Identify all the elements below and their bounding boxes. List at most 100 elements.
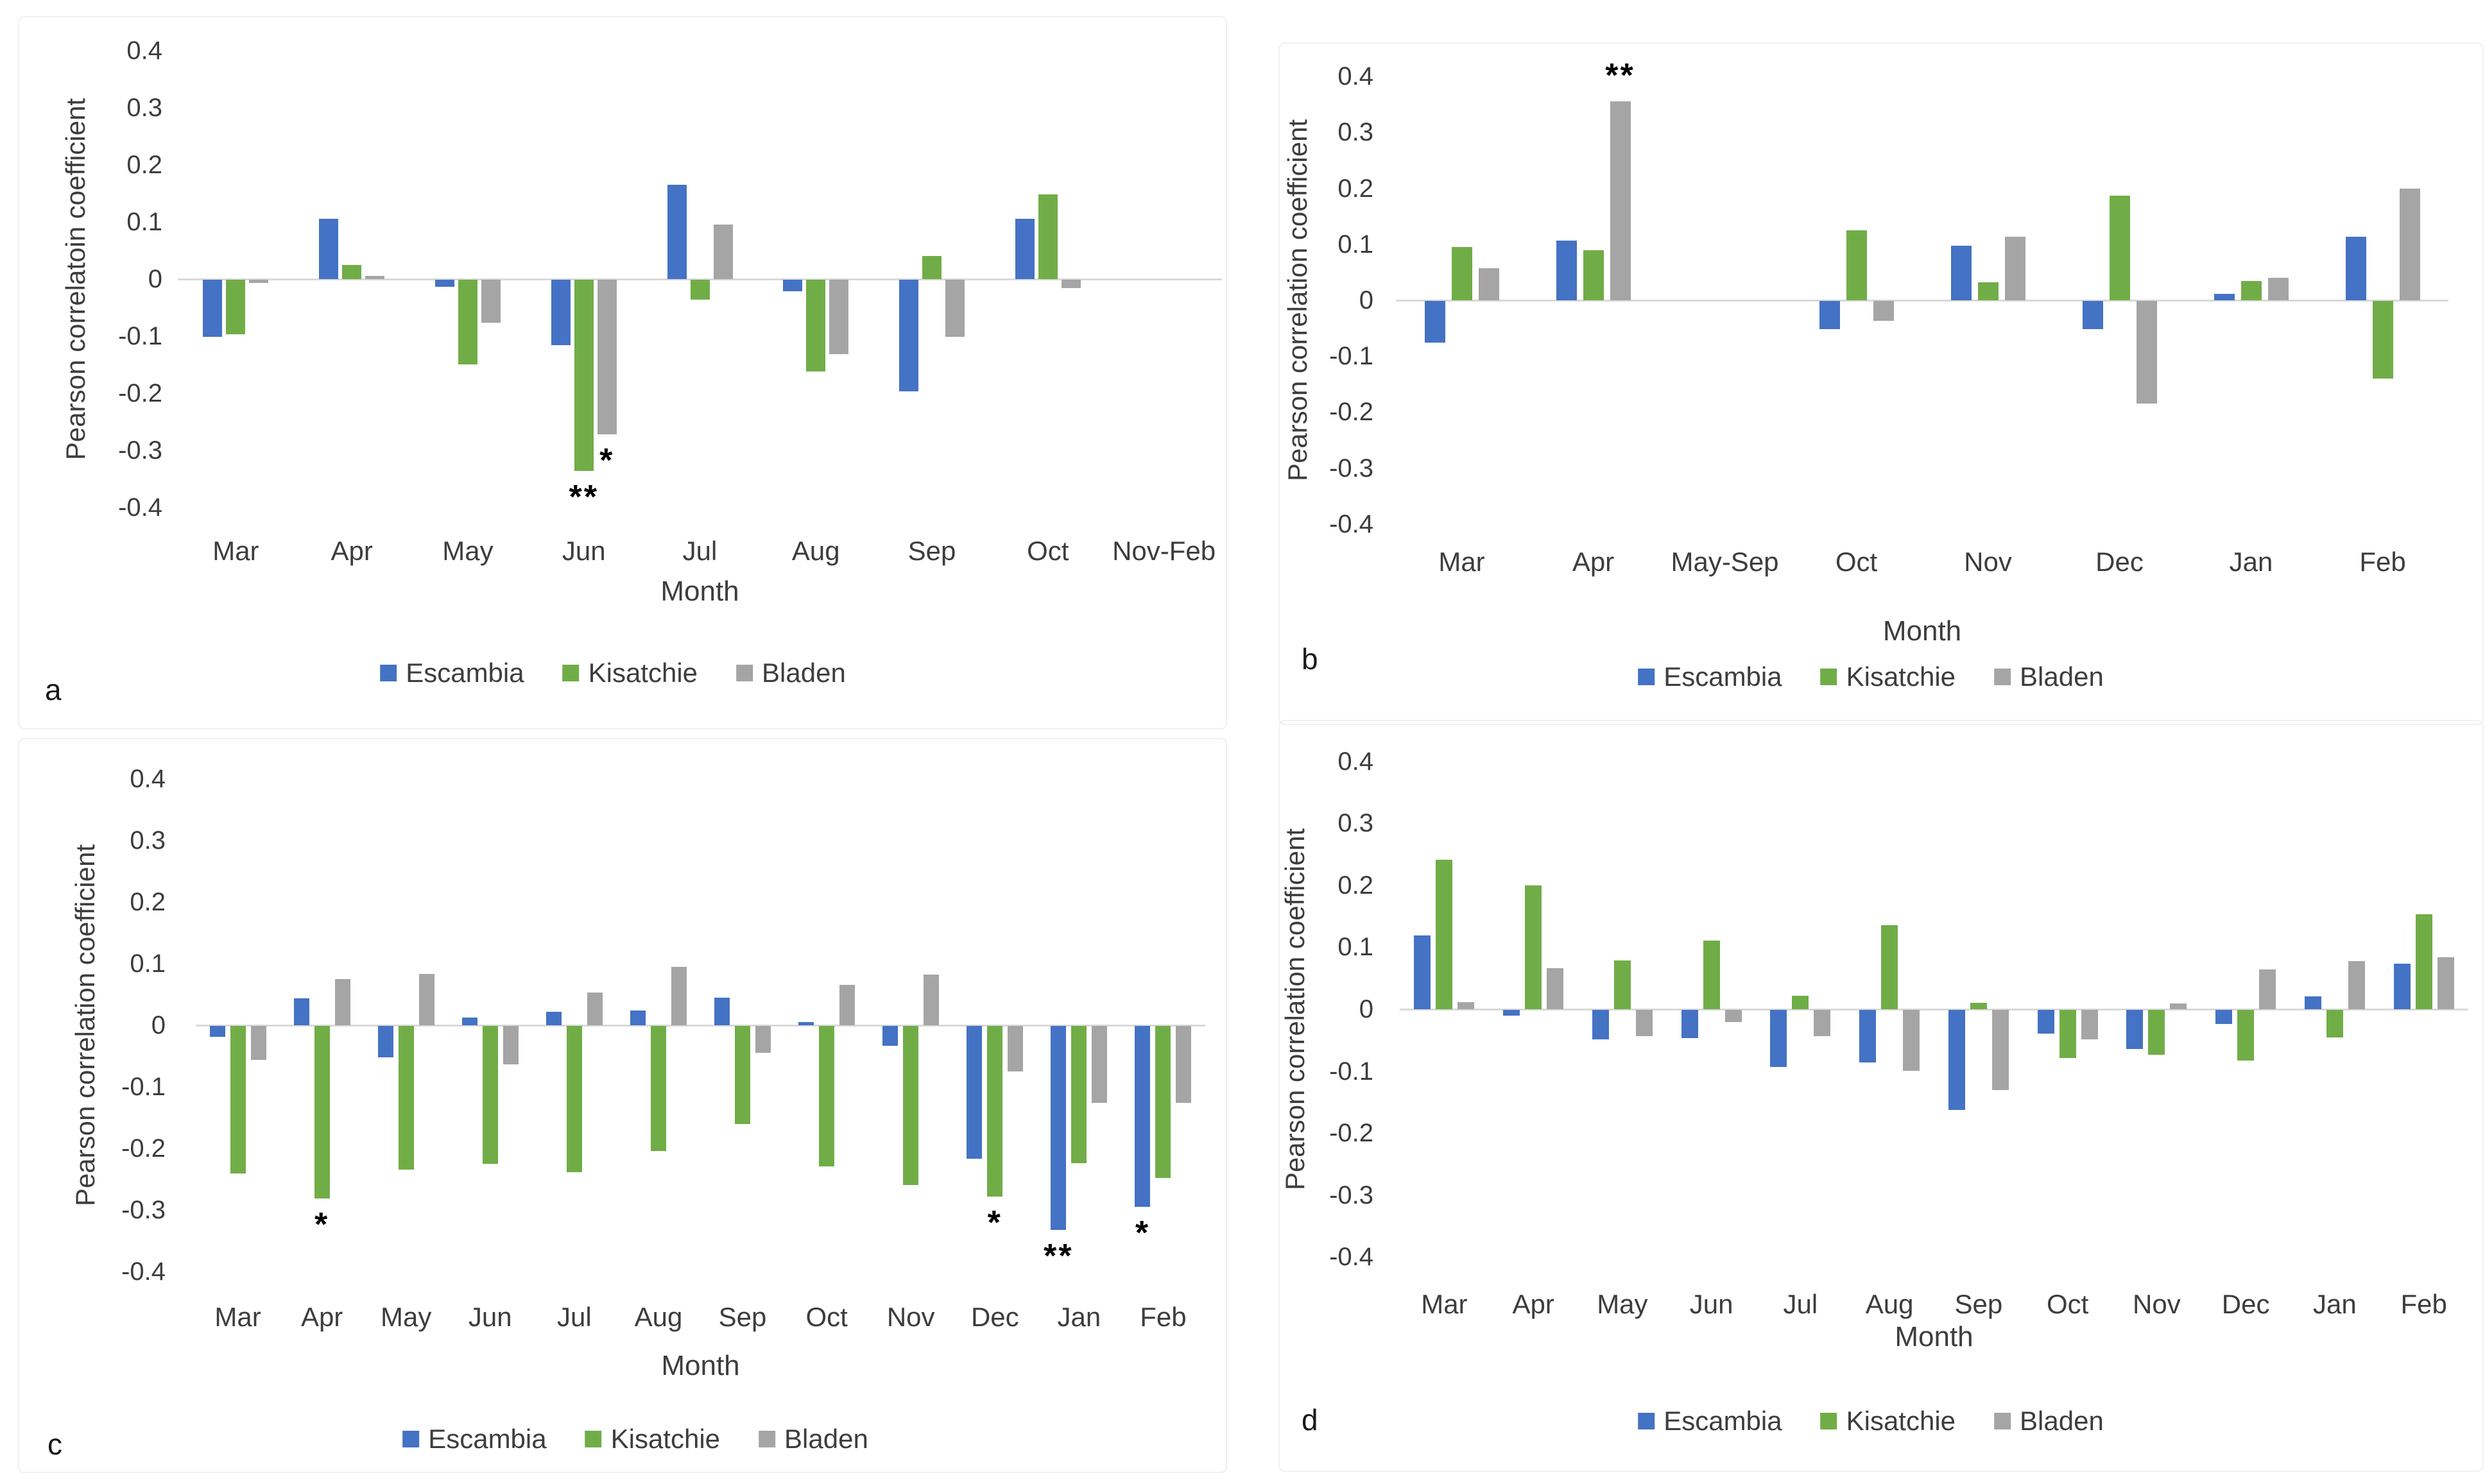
x-tick-label: Aug bbox=[791, 536, 840, 566]
bar-kisatchie-oct bbox=[819, 1026, 835, 1166]
y-tick-label: -0.2 bbox=[118, 379, 162, 408]
bar-escambia-may bbox=[1592, 1010, 1609, 1040]
chart-frame bbox=[1278, 720, 2484, 1472]
y-tick-label: 0.2 bbox=[130, 888, 166, 916]
x-axis-title: Month bbox=[660, 576, 739, 607]
bar-bladen-oct bbox=[1061, 280, 1081, 289]
bar-kisatchie-apr bbox=[1583, 250, 1604, 300]
x-tick-label: Oct bbox=[1835, 547, 1878, 577]
legend-item-escambia: Escambia bbox=[402, 1424, 547, 1454]
bar-bladen-feb bbox=[1176, 1026, 1192, 1103]
bar-kisatchie-sep bbox=[1970, 1003, 1987, 1009]
y-tick-label: 0.1 bbox=[126, 207, 162, 236]
significance-asterisk: ** bbox=[1605, 57, 1635, 95]
legend-label: Escambia bbox=[1664, 661, 1782, 692]
bar-escambia-sep bbox=[714, 997, 730, 1025]
x-tick-label: Aug bbox=[1865, 1289, 1914, 1319]
legend-item-bladen: Bladen bbox=[736, 658, 846, 688]
bar-bladen-aug bbox=[671, 966, 687, 1025]
panel-letter-b: b bbox=[1302, 642, 1318, 676]
bar-escambia-may bbox=[434, 280, 454, 287]
x-tick-label: Jan bbox=[2313, 1289, 2357, 1319]
bar-kisatchie-mar bbox=[1436, 860, 1453, 1009]
bar-bladen-jun bbox=[503, 1026, 519, 1064]
x-tick-label: May-Sep bbox=[1671, 547, 1779, 577]
bar-escambia-oct bbox=[798, 1022, 814, 1025]
bar-kisatchie-jun bbox=[1703, 940, 1720, 1009]
legend-label: Kisatchie bbox=[610, 1424, 721, 1454]
x-tick-label: Apr bbox=[1572, 547, 1615, 577]
legend-item-kisatchie: Kisatchie bbox=[562, 658, 698, 688]
bar-kisatchie-jul bbox=[566, 1026, 582, 1173]
bar-escambia-mar bbox=[203, 280, 223, 337]
bar-escambia-apr bbox=[319, 219, 339, 279]
bar-bladen-may bbox=[481, 280, 501, 323]
y-tick-label: 0.4 bbox=[1337, 62, 1373, 91]
bar-bladen-apr bbox=[334, 979, 350, 1025]
bar-escambia-jul bbox=[546, 1011, 562, 1025]
x-tick-label: May bbox=[442, 536, 494, 566]
bar-escambia-oct bbox=[2037, 1010, 2054, 1034]
y-tick-label: -0.1 bbox=[118, 322, 162, 351]
bar-escambia-jun bbox=[461, 1018, 477, 1025]
bar-kisatchie-mar bbox=[226, 280, 246, 334]
legend-item-escambia: Escambia bbox=[380, 658, 524, 688]
legend-item-escambia: Escambia bbox=[1638, 662, 1782, 692]
y-tick-label: 0.3 bbox=[1337, 118, 1373, 147]
x-tick-label: Dec bbox=[2221, 1289, 2270, 1319]
x-tick-label: Jul bbox=[557, 1302, 592, 1332]
y-tick-label: 0.3 bbox=[126, 93, 162, 122]
significance-asterisk: * bbox=[599, 441, 615, 479]
bar-bladen-dec bbox=[2259, 969, 2276, 1009]
y-tick-label: -0.3 bbox=[118, 436, 162, 465]
x-tick-label: Mar bbox=[1421, 1289, 1468, 1319]
bar-escambia-apr bbox=[1503, 1010, 1520, 1016]
bar-kisatchie-feb bbox=[1155, 1026, 1171, 1179]
y-tick-label: -0.3 bbox=[1329, 1181, 1373, 1209]
bar-kisatchie-may bbox=[458, 280, 477, 364]
x-axis-zero-line bbox=[178, 278, 1222, 280]
bar-bladen-mar bbox=[250, 1026, 266, 1060]
legend-item-escambia: Escambia bbox=[1638, 1406, 1782, 1436]
x-tick-label: Oct bbox=[805, 1302, 848, 1332]
bar-bladen-feb bbox=[2399, 188, 2420, 300]
y-tick-label: 0.1 bbox=[130, 950, 166, 978]
legend-swatch-escambia bbox=[402, 1431, 420, 1447]
x-tick-label: May bbox=[1597, 1289, 1648, 1319]
x-tick-label: Oct bbox=[2046, 1289, 2089, 1319]
x-tick-label: Mar bbox=[214, 1302, 261, 1332]
x-tick-label: Mar bbox=[212, 536, 259, 566]
x-tick-label: Feb bbox=[1140, 1302, 1187, 1332]
x-tick-label: Sep bbox=[907, 536, 956, 566]
bar-bladen-oct bbox=[1873, 301, 1894, 321]
bar-bladen-sep bbox=[1991, 1010, 2009, 1090]
bar-escambia-oct bbox=[1015, 219, 1035, 279]
legend-item-bladen: Bladen bbox=[759, 1424, 868, 1454]
y-tick-label: 0.4 bbox=[1337, 747, 1373, 776]
bar-kisatchie-nov bbox=[1977, 282, 1999, 300]
significance-asterisk: * bbox=[987, 1204, 1002, 1241]
bar-bladen-may bbox=[1635, 1010, 1653, 1036]
legend-swatch-kisatchie bbox=[1820, 669, 1837, 685]
bar-escambia-dec bbox=[2082, 301, 2103, 329]
x-tick-label: Jul bbox=[1783, 1289, 1818, 1319]
y-tick-label: -0.4 bbox=[1329, 509, 1373, 538]
x-tick-label: May bbox=[381, 1302, 432, 1332]
legend-label: Escambia bbox=[1664, 1406, 1782, 1436]
x-axis-title: Month bbox=[1882, 615, 1962, 647]
bar-escambia-feb bbox=[1135, 1026, 1151, 1207]
bar-escambia-sep bbox=[1948, 1010, 1965, 1110]
bar-kisatchie-sep bbox=[922, 256, 942, 279]
x-tick-label: Apr bbox=[331, 536, 373, 566]
bar-escambia-mar bbox=[1424, 301, 1445, 343]
bar-kisatchie-aug bbox=[1881, 925, 1898, 1009]
y-axis-title: Pearson correlation coefficient bbox=[70, 844, 100, 1207]
legend-label: Bladen bbox=[762, 658, 846, 688]
bar-kisatchie-jan bbox=[1071, 1026, 1087, 1164]
x-tick-label: Feb bbox=[2400, 1289, 2447, 1319]
bar-kisatchie-aug bbox=[650, 1026, 666, 1151]
x-tick-label: Feb bbox=[2359, 547, 2406, 577]
x-tick-label: Jan bbox=[2229, 547, 2273, 577]
bar-bladen-apr bbox=[1610, 101, 1631, 300]
panel-letter-a: a bbox=[45, 673, 62, 706]
